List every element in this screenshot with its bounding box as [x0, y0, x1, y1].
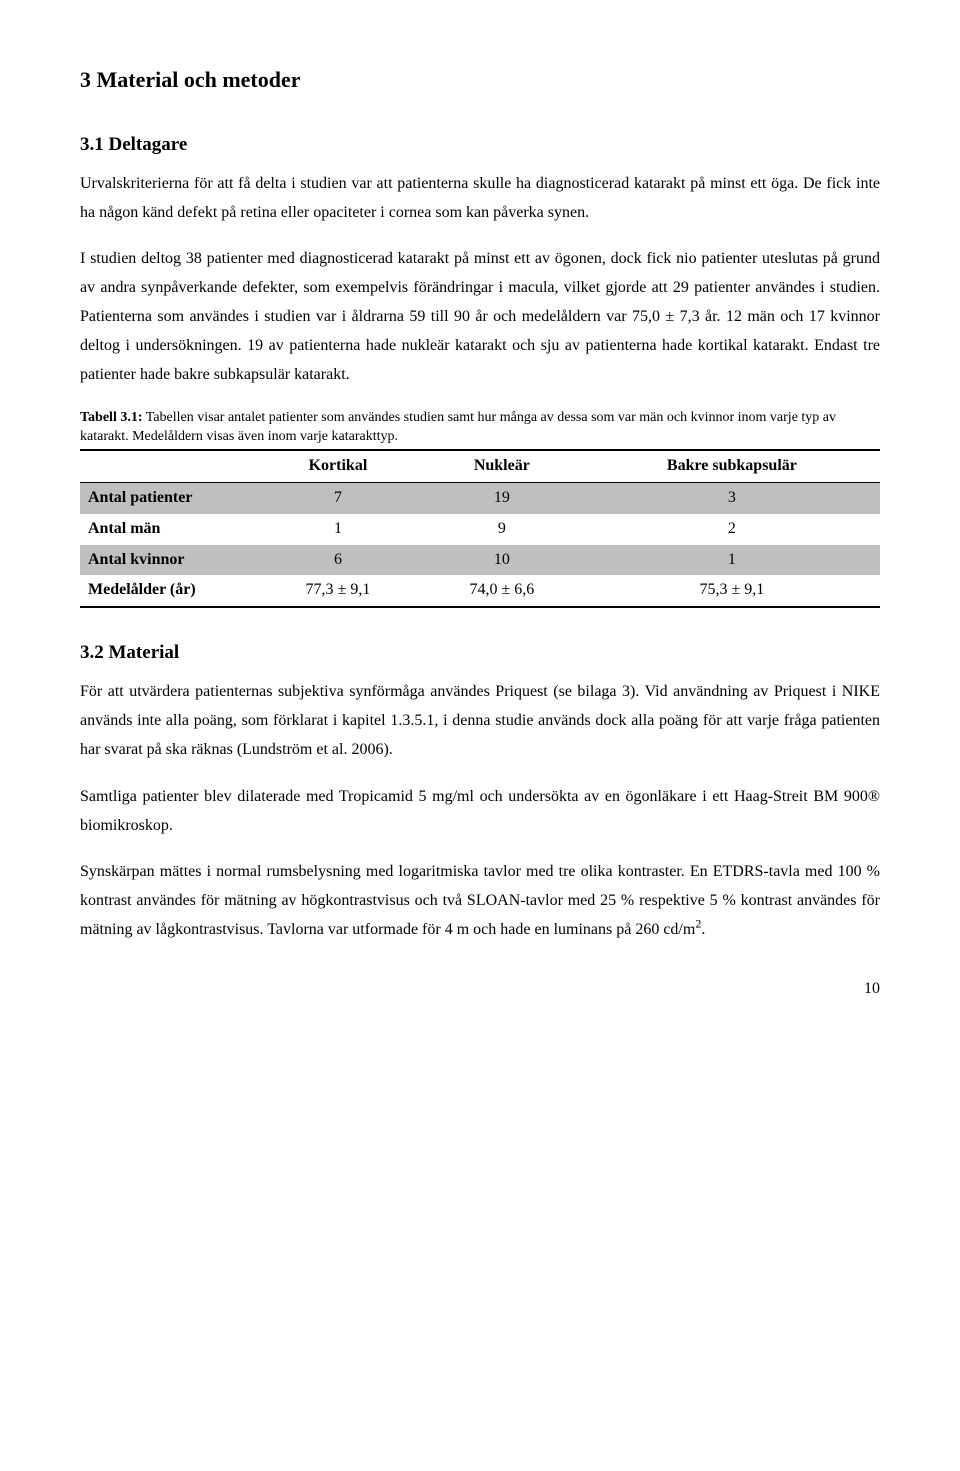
- table-row: Antal män192: [80, 514, 880, 545]
- table-cell: 75,3 ± 9,1: [584, 575, 880, 607]
- table-cell: 3: [584, 482, 880, 513]
- heading-material: 3.2 Material: [80, 636, 880, 670]
- cataract-table: Kortikal Nukleär Bakre subkapsulär Antal…: [80, 449, 880, 608]
- table-row: Antal kvinnor6101: [80, 545, 880, 576]
- paragraph-study-population: I studien deltog 38 patienter med diagno…: [80, 245, 880, 389]
- paragraph-priquest: För att utvärdera patienternas subjektiv…: [80, 678, 880, 764]
- row-label: Antal män: [80, 514, 256, 545]
- row-label: Antal patienter: [80, 482, 256, 513]
- paragraph-acuity: Synskärpan mättes i normal rumsbelysning…: [80, 858, 880, 944]
- page-number: 10: [80, 975, 880, 1004]
- table-row: Antal patienter7193: [80, 482, 880, 513]
- table-cell: 1: [256, 514, 420, 545]
- table-cell: 10: [420, 545, 584, 576]
- col-header-kortikal: Kortikal: [256, 450, 420, 482]
- table-caption-text: Tabellen visar antalet patienter som anv…: [80, 410, 836, 444]
- table-caption: Tabell 3.1: Tabellen visar antalet patie…: [80, 409, 880, 447]
- paragraph-criteria: Urvalskriterierna för att få delta i stu…: [80, 170, 880, 228]
- col-header-empty: [80, 450, 256, 482]
- table-row: Medelålder (år)77,3 ± 9,174,0 ± 6,675,3 …: [80, 575, 880, 607]
- table-cell: 74,0 ± 6,6: [420, 575, 584, 607]
- heading-material-methods: 3 Material och metoder: [80, 60, 880, 100]
- row-label: Antal kvinnor: [80, 545, 256, 576]
- row-label: Medelålder (år): [80, 575, 256, 607]
- table-cell: 77,3 ± 9,1: [256, 575, 420, 607]
- table-cell: 9: [420, 514, 584, 545]
- table-cell: 6: [256, 545, 420, 576]
- paragraph-acuity-b: .: [701, 921, 705, 938]
- col-header-nuklear: Nukleär: [420, 450, 584, 482]
- table-cell: 7: [256, 482, 420, 513]
- table-cell: 1: [584, 545, 880, 576]
- table-cell: 19: [420, 482, 584, 513]
- col-header-bakre: Bakre subkapsulär: [584, 450, 880, 482]
- paragraph-acuity-a: Synskärpan mättes i normal rumsbelysning…: [80, 863, 880, 938]
- table-body: Antal patienter7193Antal män192Antal kvi…: [80, 482, 880, 607]
- table-cell: 2: [584, 514, 880, 545]
- paragraph-dilation: Samtliga patienter blev dilaterade med T…: [80, 783, 880, 841]
- heading-participants: 3.1 Deltagare: [80, 128, 880, 162]
- table-header-row: Kortikal Nukleär Bakre subkapsulär: [80, 450, 880, 482]
- table-caption-label: Tabell 3.1:: [80, 410, 143, 425]
